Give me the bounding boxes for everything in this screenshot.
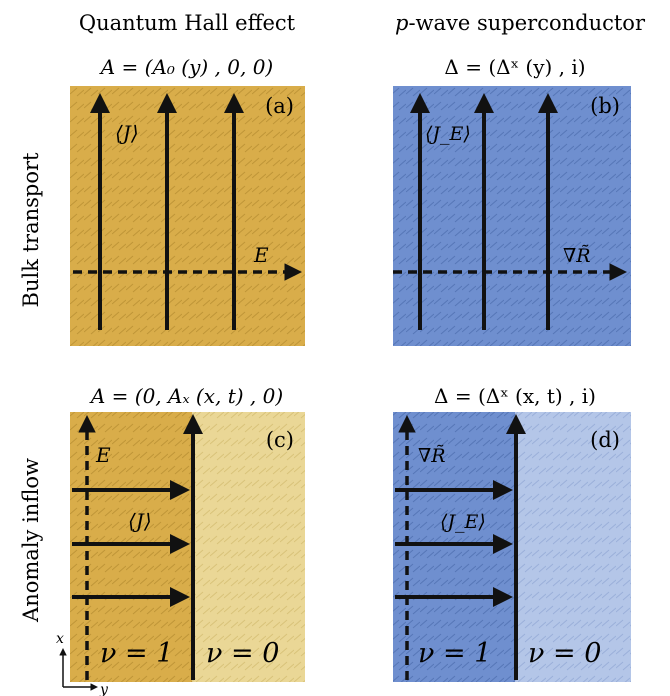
panel-b-field-label: ∇R̃ (563, 245, 591, 267)
panel-c: A = (0, Aₓ (x, t) , 0) (c) E ⟨J⟩ ν = 1 ν… (70, 384, 305, 682)
panel-c-nu-left: ν = 1 (100, 638, 173, 669)
panel-d-field-label: ∇R̃ (418, 445, 446, 467)
panel-a-field-label: E (253, 243, 269, 267)
panel-d: Δ = (Δˣ (x, t) , i) (d) ∇R̃ ⟨J_E⟩ ν = 1 … (393, 384, 631, 682)
axis-y-label: y (99, 682, 109, 696)
panel-d-nu-left: ν = 1 (418, 638, 491, 669)
panel-d-formula: Δ = (Δˣ (x, t) , i) (434, 384, 596, 408)
panel-d-tag: (d) (590, 428, 620, 452)
header-p-rest: -wave superconductor (408, 11, 646, 35)
panel-d-background-right (515, 412, 631, 682)
row-label-anomaly-inflow: Anomaly inflow (19, 458, 43, 623)
header-p-italic: p (395, 11, 408, 35)
panel-a-current-label: ⟨J⟩ (115, 121, 139, 145)
panel-a-tag: (a) (265, 94, 294, 118)
panel-c-field-label: E (95, 443, 111, 467)
panel-a-formula: A = (A₀ (y) , 0, 0) (99, 55, 273, 79)
axis-x-label: x (56, 631, 64, 647)
panel-b-formula: Δ = (Δˣ (y) , i) (444, 55, 585, 79)
header-p-wave: p-wave superconductor (395, 11, 646, 35)
panel-d-nu-right: ν = 0 (528, 638, 601, 669)
coordinate-axes: x y (56, 631, 109, 696)
panel-b-current-label: ⟨J_E⟩ (425, 123, 471, 145)
panel-a-background (70, 86, 305, 346)
panel-c-current-label: ⟨J⟩ (128, 509, 152, 533)
panel-d-current-label: ⟨J_E⟩ (440, 511, 486, 533)
panel-b-tag: (b) (590, 94, 620, 118)
panel-c-tag: (c) (266, 428, 294, 452)
header-quantum-hall: Quantum Hall effect (79, 11, 296, 35)
panel-c-nu-right: ν = 0 (206, 638, 279, 669)
row-label-bulk-transport: Bulk transport (19, 152, 43, 307)
panel-b-background (393, 86, 631, 346)
panel-c-formula: A = (0, Aₓ (x, t) , 0) (89, 384, 283, 408)
panel-a: A = (A₀ (y) , 0, 0) (a) ⟨J⟩ E (70, 55, 305, 346)
panel-b: Δ = (Δˣ (y) , i) (b) ⟨J_E⟩ ∇R̃ (393, 55, 631, 346)
panel-c-background-right (192, 412, 305, 682)
